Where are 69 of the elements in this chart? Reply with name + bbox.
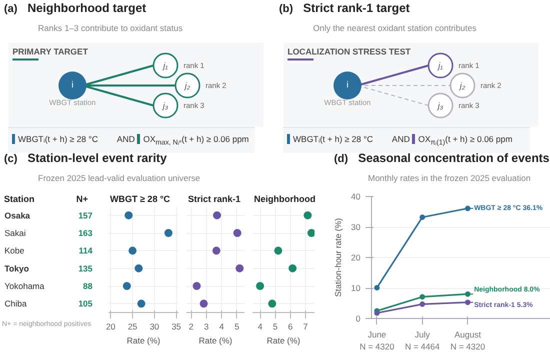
- text: Station: [4, 193, 34, 206]
- x-tick-label: 5: [234, 322, 240, 332]
- x-tick-label: 20: [106, 322, 116, 332]
- category-label: Kobe: [4, 246, 25, 256]
- x-tick-label: 6: [288, 322, 293, 332]
- x-tick-label: 4: [258, 322, 263, 332]
- text: (d): [334, 153, 348, 165]
- text: N+: [76, 193, 88, 206]
- text: Strict rank-1 target: [303, 1, 410, 15]
- text: i: [72, 80, 74, 90]
- text: j₃: [162, 100, 169, 110]
- text: WBGTᵢ(t + h) ≥ 28 °C: [287, 134, 374, 144]
- text: OX$_{πᵢ(1)}$(t + h) ≥ 0.06 ppm: [412, 134, 512, 147]
- text: (b): [279, 3, 294, 15]
- x-axis-title: Rate (%): [266, 336, 300, 346]
- text: Frozen 2025 lead-valid evaluation universe: [38, 172, 200, 184]
- x-tick-label: June N = 4320: [360, 330, 395, 352]
- data-label: 114: [78, 246, 93, 256]
- text: Ranks 1–3 contribute to oxidant status: [38, 22, 183, 34]
- y-axis-title: Station-hour rate (%): [333, 218, 344, 297]
- text: LOCALIZATION STRESS TEST: [288, 46, 412, 56]
- chart-title: Seasonal concentration of events: [358, 151, 550, 165]
- x-tick-label: 30: [150, 322, 160, 332]
- x-tick-label: 2: [188, 322, 194, 332]
- x-tick-label: 25: [128, 322, 138, 332]
- text: j₃: [436, 100, 444, 110]
- category-label: Osaka: [4, 210, 30, 220]
- text: Station-level event rarity: [27, 151, 167, 165]
- text: Only the nearest oxidant station contributes: [313, 22, 476, 34]
- text: AND: [392, 134, 410, 144]
- data-label: 88: [83, 281, 93, 291]
- text: PRIMARY TARGET: [12, 46, 89, 56]
- x-axis-title: Rate (%): [126, 336, 160, 346]
- category-label: Tokyo: [4, 263, 29, 274]
- text: i: [346, 80, 348, 90]
- text: WBGTᵢ(t + h) ≥ 28 °C: [12, 134, 98, 144]
- data-label: 135: [78, 263, 93, 274]
- text: j₁: [437, 60, 444, 70]
- y-tick-label: 30: [351, 222, 361, 232]
- chart-title: Neighborhood: [253, 193, 316, 206]
- category-label: Chiba: [4, 298, 27, 309]
- x-tick-label: 7: [303, 322, 308, 332]
- x-tick-label: 3: [204, 322, 209, 332]
- chart-subtitle: Monthly rates in the frozen 2025 evaluation: [368, 172, 532, 184]
- x-axis-title: Rate (%): [198, 336, 232, 346]
- data-label: 157: [78, 210, 93, 220]
- text: Neighborhood target: [27, 1, 146, 15]
- chart-title: Strict rank-1: [187, 193, 241, 206]
- text: j₁: [162, 60, 168, 70]
- data-label: 105: [78, 298, 93, 309]
- x-tick-label: 5: [272, 322, 278, 332]
- data-label: 163: [78, 228, 93, 238]
- x-tick-label: August N = 4320: [450, 330, 486, 352]
- text: (a): [4, 3, 18, 15]
- text: j₂: [458, 80, 466, 90]
- text: AND: [116, 134, 135, 144]
- text: OX$_{max, Nᵢⁿ}$(t + h) ≥ 0.06 ppm: [137, 134, 249, 147]
- y-tick-label: 10: [351, 283, 361, 293]
- x-tick-label: July N = 4464: [404, 330, 440, 352]
- y-tick-label: 0: [356, 314, 361, 324]
- y-tick-label: 20: [351, 252, 361, 262]
- y-tick-label: 40: [351, 192, 361, 202]
- text: (c): [4, 153, 18, 165]
- chart-title: WBGT ≥ 28 °C: [109, 193, 170, 206]
- x-tick-label: 4: [219, 322, 224, 332]
- text: j₂: [184, 80, 191, 90]
- x-tick-label: 35: [172, 322, 182, 332]
- category-label: Yokohama: [4, 281, 45, 291]
- category-label: Sakai: [4, 228, 26, 238]
